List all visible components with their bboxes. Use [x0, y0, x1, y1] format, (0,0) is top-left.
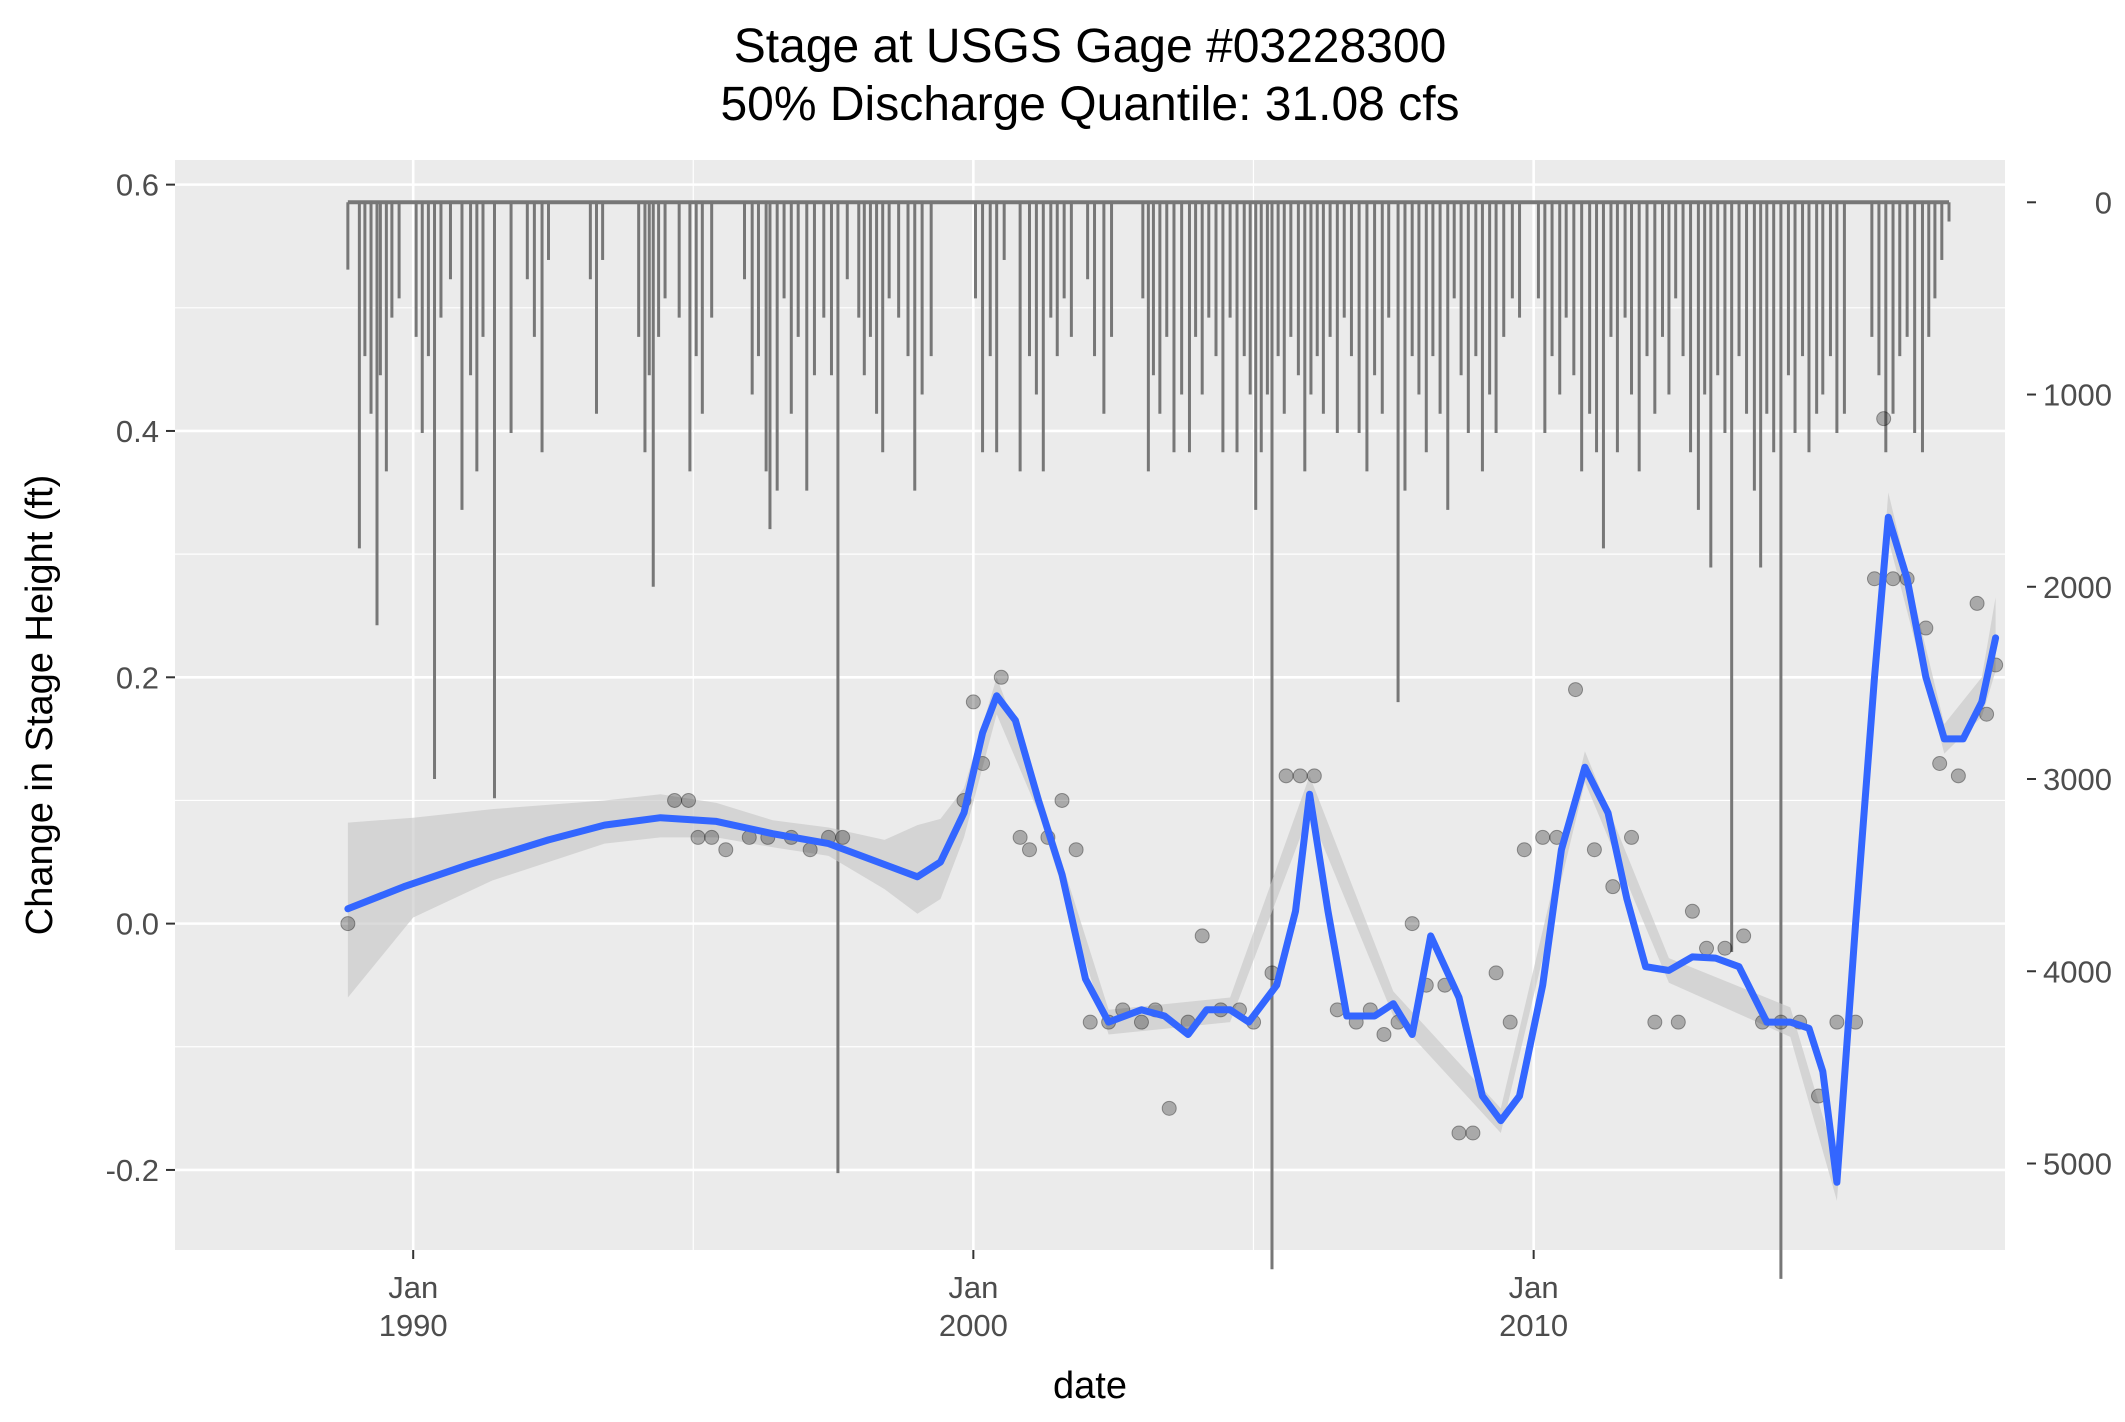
observation-point: [802, 842, 818, 858]
observation-point: [1586, 842, 1602, 858]
plot-panel: [175, 160, 2005, 1250]
x-tick-label-month: Jan: [388, 1270, 438, 1305]
observation-point: [1161, 1100, 1177, 1116]
observation-point: [681, 792, 697, 808]
observation-point: [835, 829, 851, 845]
y-tick-label: -0.2: [106, 1153, 159, 1188]
x-axis-label: date: [1053, 1365, 1127, 1407]
y2-tick-label: 2000: [2043, 570, 2112, 605]
observation-point: [690, 829, 706, 845]
observation-point: [1684, 903, 1700, 919]
x-tick-label-month: Jan: [1509, 1270, 1559, 1305]
y2-tick-label: 4000: [2043, 954, 2112, 989]
x-tick-label-year: 1990: [379, 1308, 448, 1343]
y-tick-label: 0.6: [116, 168, 159, 203]
observation-point: [1451, 1125, 1467, 1141]
observation-point: [1404, 916, 1420, 932]
observation-point: [340, 916, 356, 932]
observation-point: [1516, 842, 1532, 858]
observation-point: [965, 694, 981, 710]
observation-point: [1376, 1026, 1392, 1042]
y2-tick-label: 0: [2095, 185, 2112, 220]
observation-point: [1054, 792, 1070, 808]
axes: -0.2 0.0 0.2 0.4 0.6 0 1000 2000 3000 4000 5000 Jan…: [106, 168, 2112, 1343]
observation-point: [1829, 1014, 1845, 1030]
x-tick-label-year: 2000: [939, 1308, 1008, 1343]
observation-point: [1488, 965, 1504, 981]
observation-point: [1736, 928, 1752, 944]
y2-tick-label: 3000: [2043, 762, 2112, 797]
observation-point: [1670, 1014, 1686, 1030]
y-axis-label: Change in Stage Height (ft): [19, 475, 61, 936]
observation-point: [993, 669, 1009, 685]
observation-points: [340, 411, 2004, 1141]
observation-point: [1605, 879, 1621, 895]
observation-point: [1535, 829, 1551, 845]
observation-point: [1306, 768, 1322, 784]
grid-lines: [175, 160, 2005, 1250]
observation-point: [1932, 756, 1948, 772]
observation-point: [1133, 1014, 1149, 1030]
observation-point: [1876, 411, 1892, 427]
observation-point: [1292, 768, 1308, 784]
observation-point: [718, 842, 734, 858]
observation-point: [1979, 706, 1995, 722]
discharge-series: [346, 200, 1951, 1279]
observation-point: [704, 829, 720, 845]
observation-point: [1194, 928, 1210, 944]
observation-point: [1502, 1014, 1518, 1030]
y-tick-label: 0.0: [116, 907, 159, 942]
observation-point: [1950, 768, 1966, 784]
observation-point: [1278, 768, 1294, 784]
smooth-line: [344, 513, 2000, 1186]
y2-tick-label: 5000: [2043, 1146, 2112, 1181]
x-tick-label-year: 2010: [1499, 1308, 1568, 1343]
y-tick-label: 0.4: [116, 414, 159, 449]
observation-point: [1465, 1125, 1481, 1141]
observation-point: [1082, 1014, 1098, 1030]
chart-subtitle: 50% Discharge Quantile: 31.08 cfs: [720, 78, 1459, 131]
chart-title: Stage at USGS Gage #03228300: [734, 20, 1447, 73]
observation-point: [1568, 682, 1584, 698]
smooth-line-path: [344, 513, 2000, 1186]
observation-point: [1012, 829, 1028, 845]
observation-point: [1624, 829, 1640, 845]
y-tick-label: 0.2: [116, 660, 159, 695]
y2-tick-label: 1000: [2043, 378, 2112, 413]
observation-point: [1021, 842, 1037, 858]
observation-point: [1717, 940, 1733, 956]
x-tick-label-month: Jan: [948, 1270, 998, 1305]
observation-point: [667, 792, 683, 808]
observation-point: [1969, 595, 1985, 611]
observation-point: [1885, 571, 1901, 587]
observation-point: [1647, 1014, 1663, 1030]
observation-point: [1068, 842, 1084, 858]
observation-point: [1699, 940, 1715, 956]
